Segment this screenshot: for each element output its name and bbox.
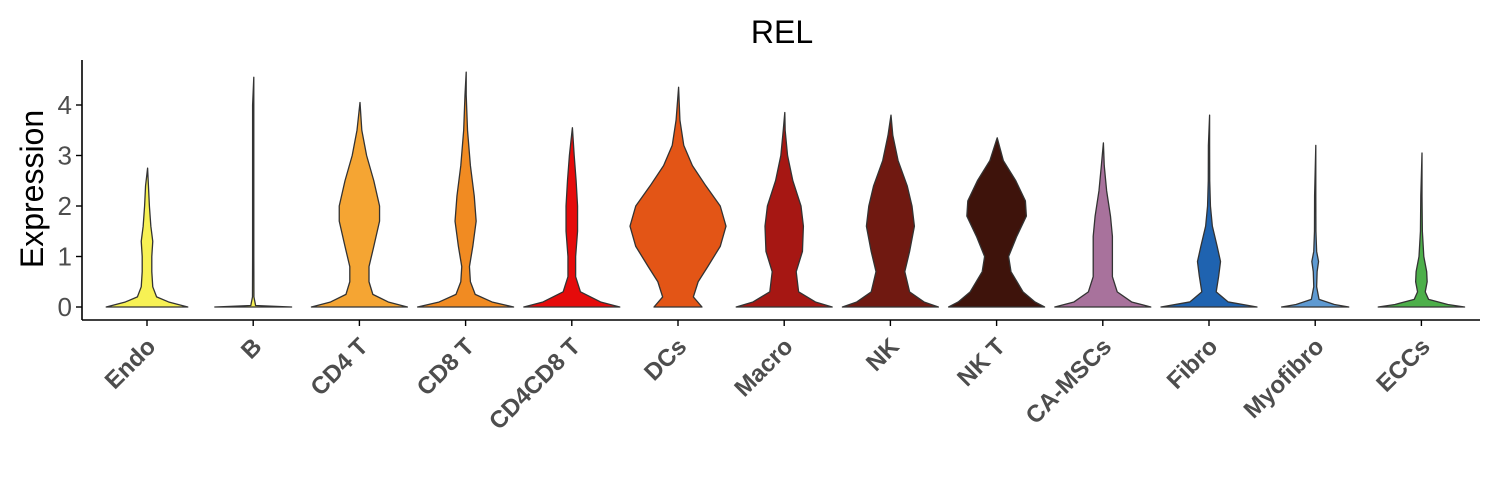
violin-ca-mscs bbox=[1054, 142, 1152, 308]
x-tick-label: DCs bbox=[639, 333, 692, 386]
y-tick-label: 2 bbox=[58, 191, 72, 221]
violin-b bbox=[214, 76, 293, 308]
x-tick-label: Endo bbox=[100, 333, 162, 395]
x-tick-label: CD4CD8 T bbox=[484, 333, 586, 435]
violin-nk bbox=[841, 114, 940, 308]
y-ticks: 0 1 2 3 4 bbox=[58, 90, 82, 322]
x-tick-label: CD8 T bbox=[412, 333, 480, 401]
x-tick-label: ECCs bbox=[1371, 333, 1435, 397]
x-tick-label: Macro bbox=[729, 333, 798, 402]
axes-layer bbox=[81, 60, 1480, 321]
violin-endo bbox=[105, 167, 189, 308]
violin-cd4-t bbox=[310, 101, 409, 308]
violin-myofibro bbox=[1280, 144, 1350, 308]
x-ticks: Endo B CD4 T CD8 T CD4CD8 T DCs Macro NK NK T CA-… bbox=[100, 320, 1436, 435]
violin-fibro bbox=[1160, 114, 1258, 308]
x-tick-label: NK bbox=[861, 333, 905, 377]
violin-cd8-t bbox=[416, 71, 515, 308]
y-tick-label: 1 bbox=[58, 242, 72, 272]
x-tick-label: NK T bbox=[952, 333, 1011, 392]
violin-cd4cd8-t bbox=[523, 127, 621, 308]
violin-eccs bbox=[1377, 152, 1466, 308]
x-tick-label: Myofibro bbox=[1239, 333, 1330, 424]
violin-dcs bbox=[629, 86, 727, 308]
y-tick-label: 4 bbox=[58, 90, 72, 120]
x-tick-label: Fibro bbox=[1162, 333, 1224, 395]
y-axis-label: Expression bbox=[14, 110, 50, 268]
x-tick-label: CA-MSCs bbox=[1021, 333, 1117, 429]
x-tick-label: CD4 T bbox=[306, 333, 374, 401]
violin-macro bbox=[735, 111, 833, 308]
chart-title: REL bbox=[751, 14, 813, 50]
y-tick-label: 0 bbox=[58, 292, 72, 322]
violin-nk-t bbox=[947, 137, 1046, 308]
y-tick-label: 3 bbox=[58, 141, 72, 171]
x-tick-label: B bbox=[236, 333, 267, 364]
violins-layer bbox=[105, 71, 1466, 308]
